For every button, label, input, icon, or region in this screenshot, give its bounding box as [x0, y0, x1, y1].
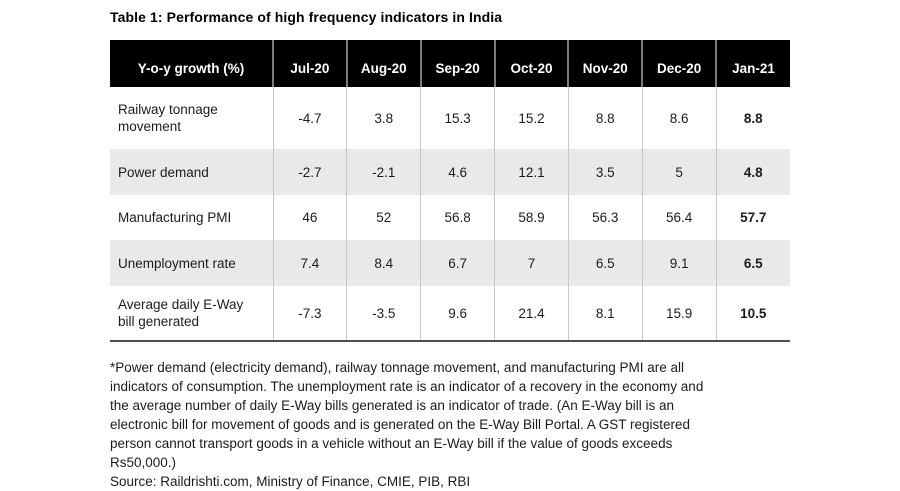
header-oct-20: Oct-20	[493, 40, 569, 87]
row-label: Average daily E-Way bill generated	[118, 297, 244, 329]
cell-value: 6.7	[420, 240, 495, 286]
header-dec-20: Dec-20	[641, 40, 717, 87]
cell-value: 6.5	[715, 240, 790, 286]
cell-value: 46	[272, 195, 347, 240]
header-sep-20: Sep-20	[419, 40, 495, 87]
cell-value: -3.5	[346, 286, 421, 341]
table-body: Railway tonnage movement -4.7 3.8 15.3 1…	[110, 87, 790, 341]
cell-value: 9.6	[420, 286, 495, 341]
row-label: Manufacturing PMI	[118, 210, 232, 225]
cell-value: -2.1	[346, 149, 421, 195]
table-row-eway-bill: Average daily E-Way bill generated -7.3 …	[110, 286, 790, 341]
cell-value: 21.4	[494, 286, 569, 341]
header-aug-20: Aug-20	[345, 40, 421, 87]
cell-value: -4.7	[272, 87, 347, 149]
cell-value: 8.4	[346, 240, 421, 286]
cell-value: 56.4	[641, 195, 717, 240]
table-row-power-demand: Power demand -2.7 -2.1 4.6 12.1 3.5 5 4.…	[110, 149, 790, 195]
footnote-text: *Power demand (electricity demand), rail…	[110, 360, 704, 470]
table-row-railway-tonnage: Railway tonnage movement -4.7 3.8 15.3 1…	[110, 87, 790, 149]
table-header: Y-o-y growth (%) Jul-20 Aug-20 Sep-20 Oc…	[110, 40, 790, 87]
cell-value: 8.6	[641, 87, 717, 149]
cell-value: 6.5	[567, 240, 643, 286]
table-row-manufacturing-pmi: Manufacturing PMI 46 52 56.8 58.9 56.3 5…	[110, 195, 790, 240]
cell-value: 15.2	[494, 87, 569, 149]
cell-value: -7.3	[272, 286, 347, 341]
table-title: Table 1: Performance of high frequency i…	[110, 9, 503, 25]
cell-value: 4.8	[715, 149, 790, 195]
cell-value: 15.3	[420, 87, 495, 149]
cell-value: 52	[346, 195, 421, 240]
row-label: Railway tonnage movement	[118, 102, 218, 134]
header-row: Y-o-y growth (%) Jul-20 Aug-20 Sep-20 Oc…	[110, 40, 790, 87]
row-label: Unemployment rate	[118, 255, 236, 271]
cell-value: 56.3	[567, 195, 643, 240]
cell-value: 5	[641, 149, 717, 195]
cell-value: 8.1	[567, 286, 643, 341]
indicators-table: Y-o-y growth (%) Jul-20 Aug-20 Sep-20 Oc…	[110, 40, 790, 342]
cell-value: 7.4	[272, 240, 347, 286]
cell-value: 8.8	[715, 87, 790, 149]
cell-value: 15.9	[641, 286, 717, 341]
header-nov-20: Nov-20	[567, 40, 643, 87]
cell-value: 7	[494, 240, 569, 286]
row-label: Power demand	[118, 164, 209, 180]
cell-value: 10.5	[715, 286, 790, 341]
cell-value: 58.9	[494, 195, 569, 240]
cell-value: 56.8	[420, 195, 495, 240]
header-yoy-growth: Y-o-y growth (%)	[110, 40, 273, 87]
cell-value: 3.8	[346, 87, 421, 149]
cell-value: 8.8	[567, 87, 643, 149]
header-jan-21: Jan-21	[715, 40, 790, 87]
header-jul-20: Jul-20	[272, 40, 347, 87]
cell-value: 3.5	[567, 149, 643, 195]
cell-value: 57.7	[715, 195, 790, 240]
cell-value: 4.6	[420, 149, 495, 195]
cell-value: -2.7	[272, 149, 347, 195]
source-text: Source: Raildrishti.com, Ministry of Fin…	[110, 474, 471, 489]
cell-value: 12.1	[494, 149, 569, 195]
table-row-unemployment-rate: Unemployment rate 7.4 8.4 6.7 7 6.5 9.1 …	[110, 240, 790, 286]
cell-value: 9.1	[641, 240, 717, 286]
